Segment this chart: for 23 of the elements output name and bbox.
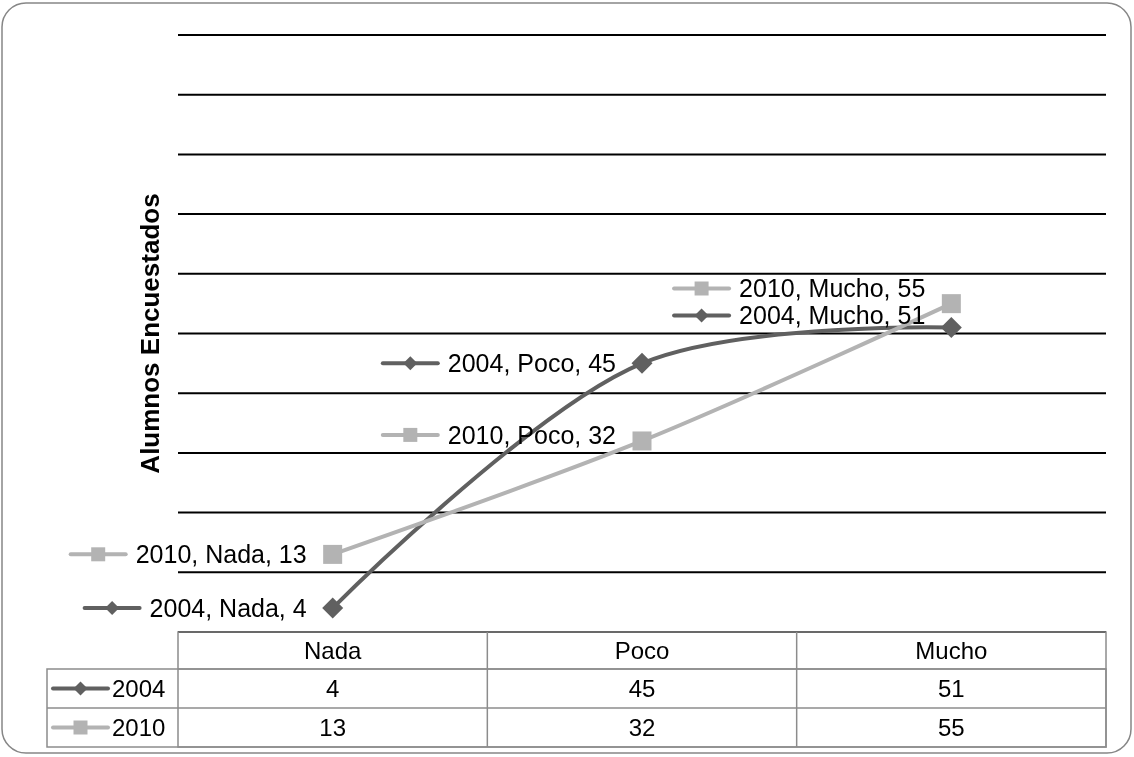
- point: [941, 294, 961, 314]
- data-label: 45: [628, 674, 656, 702]
- point: [323, 544, 343, 564]
- point: [631, 352, 653, 374]
- annotation: 2010, Mucho, 55: [739, 274, 926, 303]
- annotation: 2010, Nada, 13: [135, 540, 307, 569]
- x-tick-label: Poco: [614, 636, 670, 664]
- point: [322, 597, 344, 619]
- data-label: 13: [319, 713, 347, 741]
- annotation: 2004, Mucho, 51: [739, 301, 926, 330]
- x-tick-label: Nada: [303, 636, 363, 664]
- data-label: 32: [628, 713, 656, 741]
- annotation: 2004, Poco, 45: [447, 349, 617, 378]
- annotation: 2004, Nada, 4: [149, 593, 307, 622]
- data-label: 51: [937, 674, 965, 702]
- legend-label: 2004: [112, 674, 166, 702]
- point: [940, 317, 962, 339]
- y-axis-title: Alumnos Encuestados: [135, 193, 166, 474]
- legend-label: 2010: [112, 713, 166, 741]
- x-tick-label: Mucho: [915, 636, 988, 664]
- point: [632, 431, 652, 451]
- data-label: 55: [937, 713, 965, 741]
- data-label: 4: [325, 674, 340, 702]
